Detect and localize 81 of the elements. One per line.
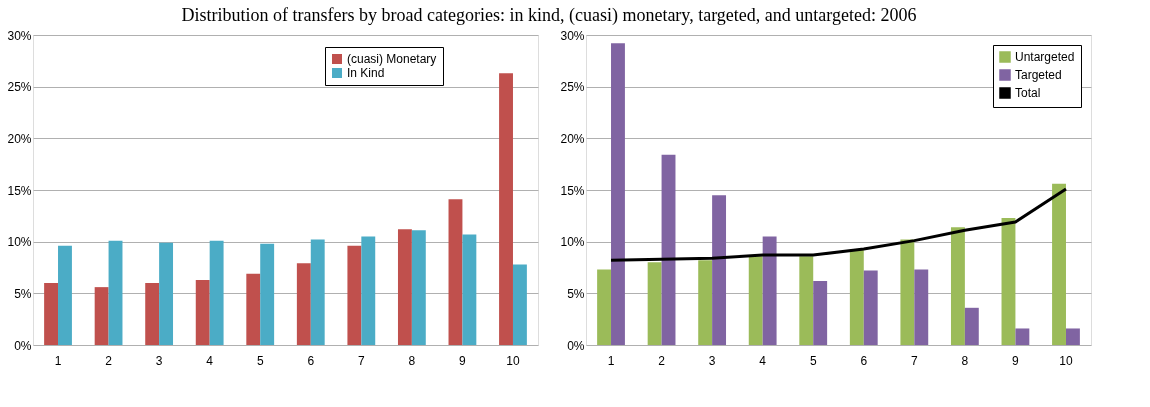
legend-label: (cuasi) Monetary: [347, 52, 437, 66]
bar: [58, 245, 72, 345]
bar: [94, 287, 109, 345]
bar: [964, 307, 979, 345]
legend-label: In Kind: [347, 66, 385, 80]
legend-label: Total: [1015, 86, 1041, 100]
bar: [512, 264, 527, 345]
bar: [195, 279, 210, 345]
y-tick-label: 30%: [7, 28, 32, 43]
x-tick-label: 5: [809, 353, 817, 368]
bar: [611, 43, 625, 345]
y-tick-label: 25%: [7, 80, 32, 95]
x-tick-label: 10: [506, 353, 520, 368]
x-tick-label: 9: [459, 353, 467, 368]
bar: [44, 283, 59, 345]
x-tick-label: 8: [961, 353, 969, 368]
bar: [246, 273, 261, 345]
y-tick-label: 10%: [560, 235, 585, 250]
x-tick-label: 7: [910, 353, 918, 368]
bar: [462, 234, 477, 345]
line-series: [609, 187, 1068, 262]
x-tick-label: 9: [1012, 353, 1020, 368]
bar: [310, 239, 325, 345]
x-tick-label: 6: [860, 353, 868, 368]
y-tick-label: 5%: [14, 286, 32, 301]
y-tick-label: 15%: [7, 183, 32, 198]
y-tick-label: 30%: [560, 28, 585, 43]
bar: [661, 154, 676, 345]
x-tick-label: 1: [54, 353, 62, 368]
x-tick-label: 1: [607, 353, 615, 368]
bar: [863, 270, 878, 345]
bar: [296, 263, 311, 345]
x-tick-label: 2: [658, 353, 666, 368]
legend-label: Targeted: [1015, 68, 1062, 82]
bar: [813, 280, 828, 345]
y-tick-label: 0%: [14, 338, 32, 353]
bar: [914, 269, 929, 345]
bar: [159, 242, 174, 345]
x-tick-label: 4: [206, 353, 214, 368]
bar: [397, 229, 412, 345]
y-tick-label: 25%: [560, 80, 585, 95]
bar: [1065, 328, 1080, 345]
y-tick-label: 15%: [560, 183, 585, 198]
bar: [1015, 328, 1030, 345]
x-tick-label: 10: [1059, 353, 1073, 368]
bar: [411, 230, 426, 345]
x-tick-label: 4: [759, 353, 767, 368]
x-tick-label: 3: [708, 353, 716, 368]
bar: [748, 256, 763, 345]
bar: [849, 248, 864, 345]
y-tick-label: 5%: [567, 286, 585, 301]
bar: [448, 199, 463, 345]
bar: [712, 195, 727, 345]
bar: [1001, 217, 1016, 345]
x-tick-label: 8: [408, 353, 416, 368]
bar: [900, 239, 915, 345]
legend-label: Untargeted: [1015, 50, 1075, 64]
bar: [647, 262, 662, 345]
bar: [260, 243, 275, 345]
bar: [799, 256, 814, 345]
bar: [209, 240, 224, 345]
x-tick-label: 6: [307, 353, 315, 368]
y-tick-label: 10%: [7, 235, 32, 250]
x-tick-label: 3: [155, 353, 163, 368]
chart-title: Distribution of transfers by broad categories: in kind, (cuasi) monetary, targeted, and untargeted: 2006: [181, 4, 917, 26]
bar: [145, 283, 160, 345]
y-tick-label: 20%: [560, 131, 585, 146]
bar: [499, 73, 513, 345]
x-tick-label: 2: [105, 353, 113, 368]
y-tick-label: 20%: [7, 131, 32, 146]
bar: [698, 260, 713, 345]
bar: [347, 245, 362, 345]
bar: [361, 236, 376, 345]
y-tick-label: 0%: [567, 338, 585, 353]
bar: [1052, 183, 1066, 345]
x-tick-label: 7: [357, 353, 365, 368]
x-tick-label: 5: [256, 353, 264, 368]
bar: [108, 240, 123, 345]
bar: [950, 227, 965, 345]
bar: [597, 269, 612, 345]
bar: [762, 236, 777, 345]
